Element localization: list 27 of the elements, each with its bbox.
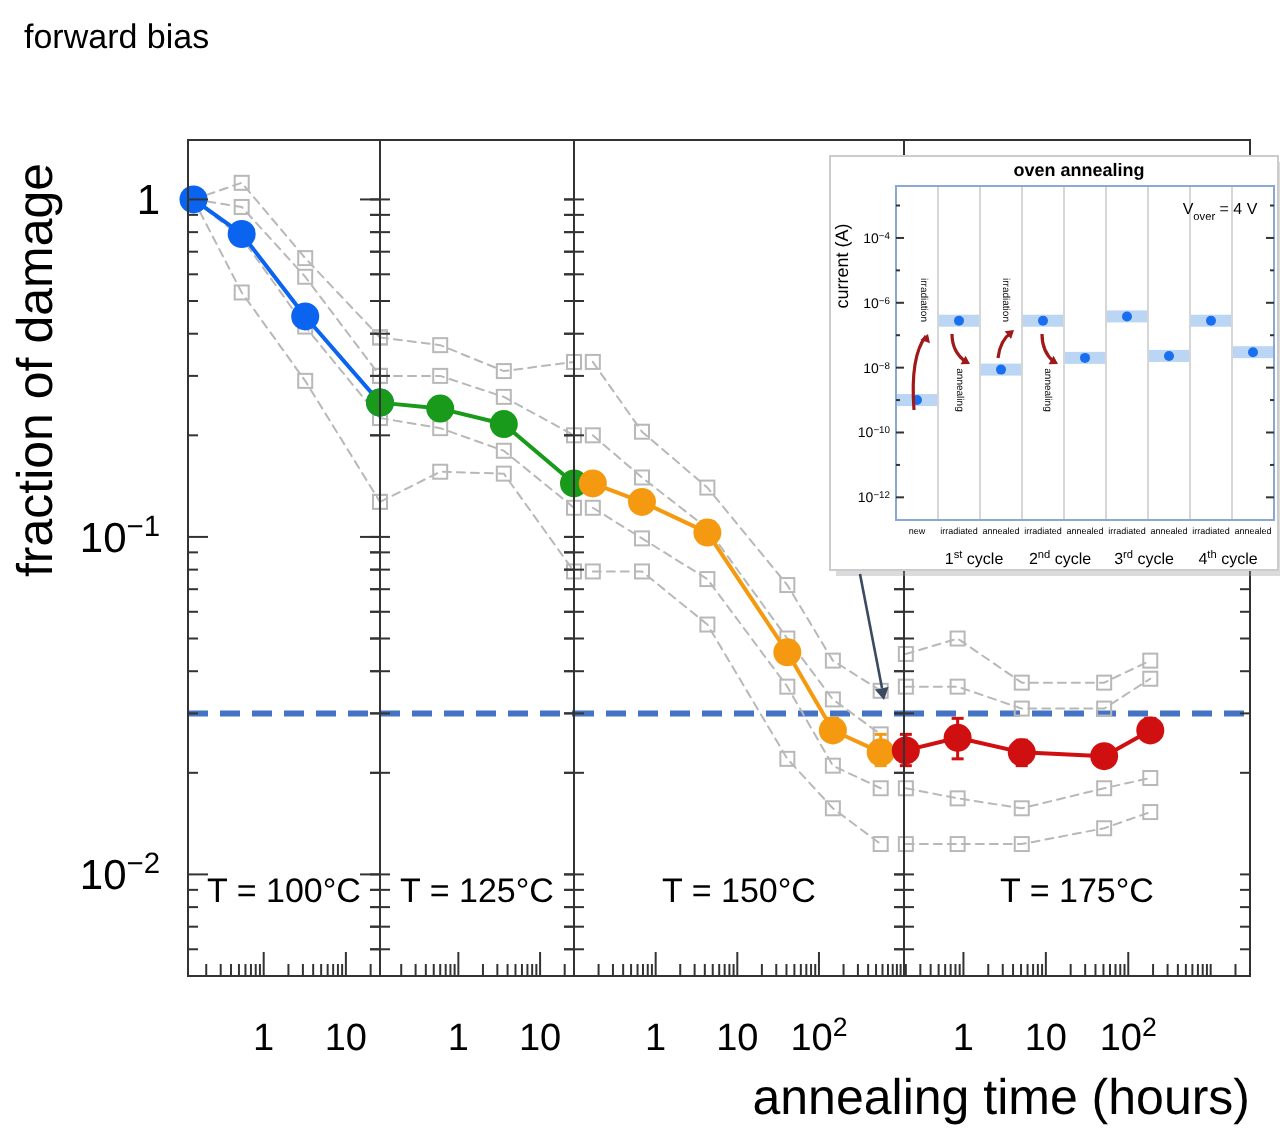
x-tick-label: 10: [1024, 1018, 1067, 1060]
annotation: 3$^{rd}$ cycle: [1114, 547, 1175, 568]
y-tick-label: 1: [136, 178, 160, 225]
x-tick-label: 10$^{2}$: [790, 1011, 848, 1060]
x-axis-title: annealing time (hours): [752, 1070, 1250, 1126]
y-axis-title: fraction of damage: [8, 162, 64, 578]
annotation: 1$^{st}$ cycle: [944, 549, 1005, 568]
x-tick-label: 1: [447, 1018, 469, 1060]
x-tick-label: 10: [716, 1018, 759, 1060]
annotation: V$_{over}$ = 4 V: [1182, 199, 1259, 224]
annotation: T = 125°C: [400, 872, 554, 910]
x-tick-label: 10: [324, 1018, 368, 1060]
annotation: T = 100°C: [207, 872, 361, 910]
annotation: T = 175°C: [1000, 872, 1154, 910]
x-tick-label: 10: [518, 1018, 562, 1060]
y-tick-label: 10$^{−1}$: [79, 511, 160, 562]
annotation: 2$^{nd}$ cycle: [1028, 547, 1093, 568]
x-tick-label: 1: [253, 1018, 275, 1060]
x-tick-label: 1: [952, 1018, 975, 1060]
annotation: T = 150°C: [662, 872, 816, 910]
chart-title: forward bias: [24, 18, 210, 56]
y-tick-label: 10$^{−2}$: [79, 849, 160, 900]
x-tick-label: 10$^{2}$: [1099, 1011, 1157, 1060]
y-axis-title: current (A): [832, 223, 852, 309]
x-tick-label: 1: [645, 1018, 667, 1060]
chart-title: oven annealing: [1013, 160, 1145, 180]
annotation: 4$^{th}$ cycle: [1198, 547, 1259, 568]
